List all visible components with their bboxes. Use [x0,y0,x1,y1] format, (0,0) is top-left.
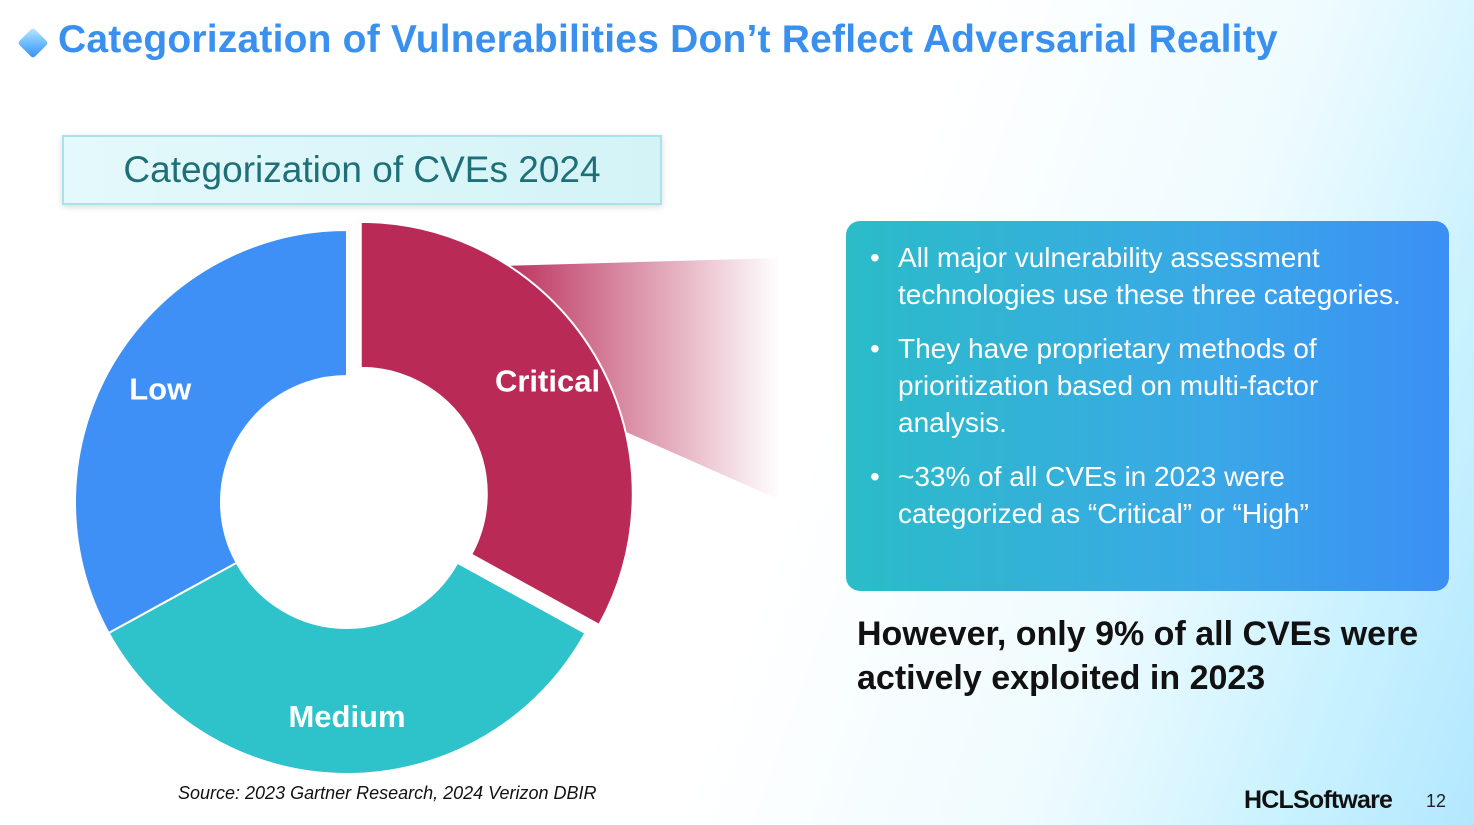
callout-band [508,258,780,500]
chart-title: Categorization of CVEs 2024 [123,149,601,190]
page-number: 12 [1426,791,1447,811]
slice-label-medium: Medium [288,699,405,734]
slide-title: Categorization of Vulnerabilities Don’t … [58,18,1278,61]
donut-slice-critical [359,220,634,627]
title-row: Categorization of Vulnerabilities Don’t … [17,18,1278,62]
slice-label-low: Low [129,372,192,407]
donut-slice-medium [107,561,587,775]
info-box: All major vulnerability assessment techn… [846,221,1449,591]
donut-slice-low [74,228,348,635]
bullet-item: ~33% of all CVEs in 2023 were categorize… [870,458,1423,532]
chart-title-box: Categorization of CVEs 2024 [62,135,662,205]
slice-label-critical: Critical [495,364,600,399]
bullet-item: All major vulnerability assessment techn… [870,239,1423,313]
source-citation: Source: 2023 Gartner Research, 2024 Veri… [178,783,597,803]
conclusion-text: However, only 9% of all CVEs were active… [857,615,1419,697]
hcl-software-logo: HCLSoftware [1244,786,1393,814]
bullet-list: All major vulnerability assessment techn… [870,239,1423,532]
bullet-item: They have proprietary methods of priorit… [870,330,1423,441]
